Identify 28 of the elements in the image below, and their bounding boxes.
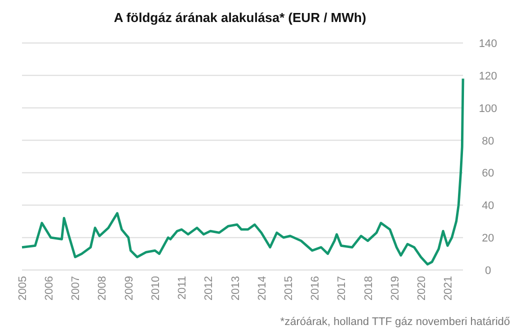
x-tick-label: 2007	[70, 276, 82, 300]
y-tick-label: 20	[482, 232, 494, 245]
x-tick-label: 2009	[123, 276, 136, 300]
y-tick-label: 140	[478, 38, 498, 50]
x-tick-label: 2021	[442, 276, 455, 300]
x-tick-label: 2006	[44, 276, 56, 300]
x-tick-label: 2012	[203, 276, 216, 300]
x-tick-label: 2017	[336, 276, 348, 300]
y-tick-label: 100	[478, 102, 498, 115]
y-tick-label: 80	[482, 135, 494, 148]
x-tick-label: 2015	[282, 276, 295, 300]
y-tick-label: 60	[482, 168, 494, 180]
y-tick-label: 0	[484, 265, 492, 277]
x-tick-label: 2014	[256, 276, 268, 300]
x-tick-label: 2013	[230, 276, 242, 300]
x-tick-label: 2010	[150, 276, 162, 300]
text: *záróárak, holland TTF gáz novemberi határidő	[280, 316, 510, 328]
x-tick-label: 2011	[176, 276, 189, 300]
line-series	[20, 77, 464, 266]
x-tick-label: 2008	[96, 276, 109, 300]
x-tick-label: 2005	[17, 276, 29, 300]
x-tick-label: 2018	[362, 276, 375, 300]
chart-title: A földgáz árának alakulása* (EUR / MWh)	[114, 10, 366, 25]
y-tick-label: 40	[482, 200, 494, 212]
x-tick-label: 2020	[416, 276, 428, 300]
y-tick-label: 120	[478, 70, 498, 82]
x-tick-label: 2016	[310, 276, 322, 300]
x-tick-label: 2019	[389, 276, 402, 300]
